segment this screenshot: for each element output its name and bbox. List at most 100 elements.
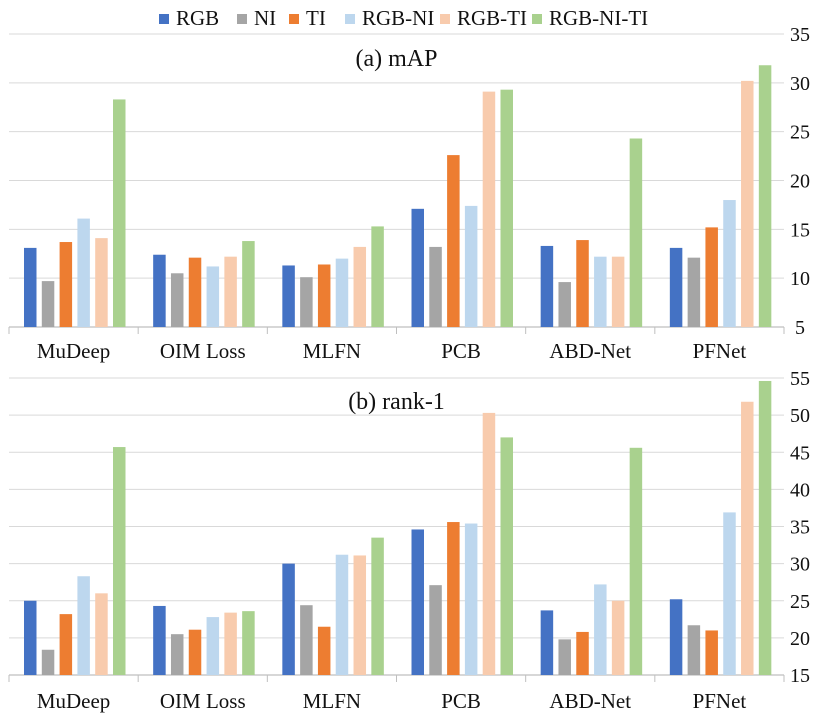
bar-ni-pcb [429, 246, 442, 327]
legend-item-rgb: RGB [159, 6, 219, 31]
legend-item-ti: TI [289, 6, 326, 31]
y-tick-label: 25 [790, 591, 810, 613]
bar-ni-pfnet [687, 625, 701, 675]
bar-rgb-ti-pcb [482, 412, 496, 675]
bar-ti-oim-loss [188, 629, 202, 675]
bar-rgb-mlfn [282, 563, 295, 675]
bar-rgb-ti-oim-loss [224, 256, 237, 327]
y-tick-label: 15 [790, 665, 810, 687]
bar-rgb-ni-ti-oim-loss [242, 611, 255, 675]
bar-ni-abd-net [558, 639, 571, 675]
bar-rgb-ti-mlfn [353, 555, 367, 675]
x-tick-label: PFNet [693, 689, 747, 713]
bar-rgb-ti-abd-net [611, 600, 625, 675]
bar-ti-mudeep [59, 614, 73, 675]
bar-ni-pfnet [687, 257, 701, 327]
bar-rgb-ni-ti-oim-loss [242, 241, 255, 327]
bar-ti-mlfn [317, 264, 331, 327]
y-tick-label: 35 [790, 24, 810, 46]
bar-ti-abd-net [576, 631, 589, 675]
bar-rgb-abd-net [540, 610, 554, 675]
bar-rgb-ti-pfnet [741, 80, 754, 327]
legend-label: NI [254, 6, 277, 30]
x-tick-label: MuDeep [37, 339, 110, 363]
legend-label: RGB-NI [362, 6, 435, 30]
legend-label: RGB-TI [457, 6, 527, 30]
bar-rgb-ni-ti-mlfn [371, 537, 384, 675]
y-tick-label: 20 [790, 628, 810, 650]
legend-item-rgb-ni: RGB-NI [345, 6, 434, 31]
bar-rgb-ni-ti-mudeep [113, 99, 126, 327]
legend-swatch [440, 13, 450, 24]
bar-ni-oim-loss [170, 634, 184, 675]
bar-ti-mudeep [59, 242, 73, 327]
y-tick-label: 35 [790, 517, 810, 539]
bar-ni-mudeep [41, 649, 55, 675]
y-tick-label: 55 [790, 368, 810, 390]
x-tick-label: ABD-Net [549, 689, 631, 713]
bar-ti-pfnet [705, 630, 718, 675]
x-tick-label: ABD-Net [549, 339, 631, 363]
bar-ti-pcb [447, 155, 460, 327]
x-tick-label: PCB [441, 339, 481, 363]
legend-swatch [532, 13, 542, 24]
y-tick-label: 50 [790, 405, 810, 427]
bar-ni-pcb [429, 585, 442, 675]
bar-rgb-ni-ti-abd-net [629, 138, 643, 327]
chart-legend: RGB NI TI RGB-NI RGB-TI RGB-NI-TI [0, 4, 832, 31]
x-tick-label: MLFN [303, 339, 361, 363]
bar-rgb-ni-ti-pcb [500, 437, 513, 675]
bar-rgb-ni-mlfn [335, 258, 349, 327]
bar-rgb-ti-pcb [482, 91, 496, 327]
bar-rgb-pfnet [669, 247, 683, 327]
legend-item-rgb-ni-ti: RGB-NI-TI [532, 6, 648, 31]
bar-rgb-ni-pfnet [723, 200, 736, 327]
bar-rgb-pcb [411, 208, 424, 327]
bar-ti-abd-net [576, 240, 589, 327]
bar-rgb-ti-abd-net [611, 256, 625, 327]
bar-rgb-pcb [411, 529, 424, 675]
bar-ni-oim-loss [170, 273, 184, 327]
bar-ti-mlfn [317, 626, 331, 675]
y-tick-label: 30 [790, 73, 810, 95]
y-tick-label: 15 [790, 219, 810, 241]
bar-rgb-ti-mudeep [95, 238, 108, 327]
bar-rgb-ni-ti-abd-net [629, 447, 643, 675]
legend-label: RGB [176, 6, 220, 30]
bar-rgb-oim-loss [153, 254, 166, 327]
bar-rgb-ni-mudeep [77, 576, 90, 675]
bar-ti-pcb [447, 522, 460, 675]
bar-rgb-ni-abd-net [594, 584, 607, 675]
bar-rgb-ti-oim-loss [224, 612, 237, 675]
y-tick-label: 40 [790, 479, 810, 501]
chart-title: (a) mAP [356, 46, 438, 72]
bar-rgb-ni-pcb [464, 523, 478, 675]
bar-rgb-ti-pfnet [741, 401, 754, 675]
bar-rgb-ni-mlfn [335, 554, 349, 675]
legend-item-rgb-ti: RGB-TI [440, 6, 527, 31]
bar-rgb-pfnet [669, 599, 683, 675]
x-tick-label: OIM Loss [160, 339, 246, 363]
bar-rgb-ti-mlfn [353, 246, 367, 327]
bar-rgb-mudeep [24, 600, 37, 675]
bar-rgb-ni-mudeep [77, 218, 90, 327]
y-tick-label: 45 [790, 442, 810, 464]
bar-rgb-oim-loss [153, 605, 166, 675]
bar-rgb-ti-mudeep [95, 593, 108, 675]
bar-rgb-ni-abd-net [594, 256, 607, 327]
legend-label: RGB-NI-TI [549, 6, 649, 30]
y-tick-label: 5 [795, 317, 805, 339]
bar-rgb-ni-pcb [464, 205, 478, 327]
bar-rgb-mudeep [24, 247, 37, 327]
bar-rgb-ni-ti-pcb [500, 89, 513, 327]
bar-rgb-ni-oim-loss [206, 266, 220, 327]
legend-swatch [237, 13, 247, 24]
y-tick-label: 25 [790, 122, 810, 144]
y-tick-label: 20 [790, 171, 810, 193]
bar-rgb-ni-ti-pfnet [758, 65, 772, 328]
x-tick-label: MLFN [303, 689, 361, 713]
bar-ni-mlfn [300, 605, 313, 675]
legend-swatch [345, 13, 355, 24]
bar-ni-mlfn [300, 277, 313, 327]
